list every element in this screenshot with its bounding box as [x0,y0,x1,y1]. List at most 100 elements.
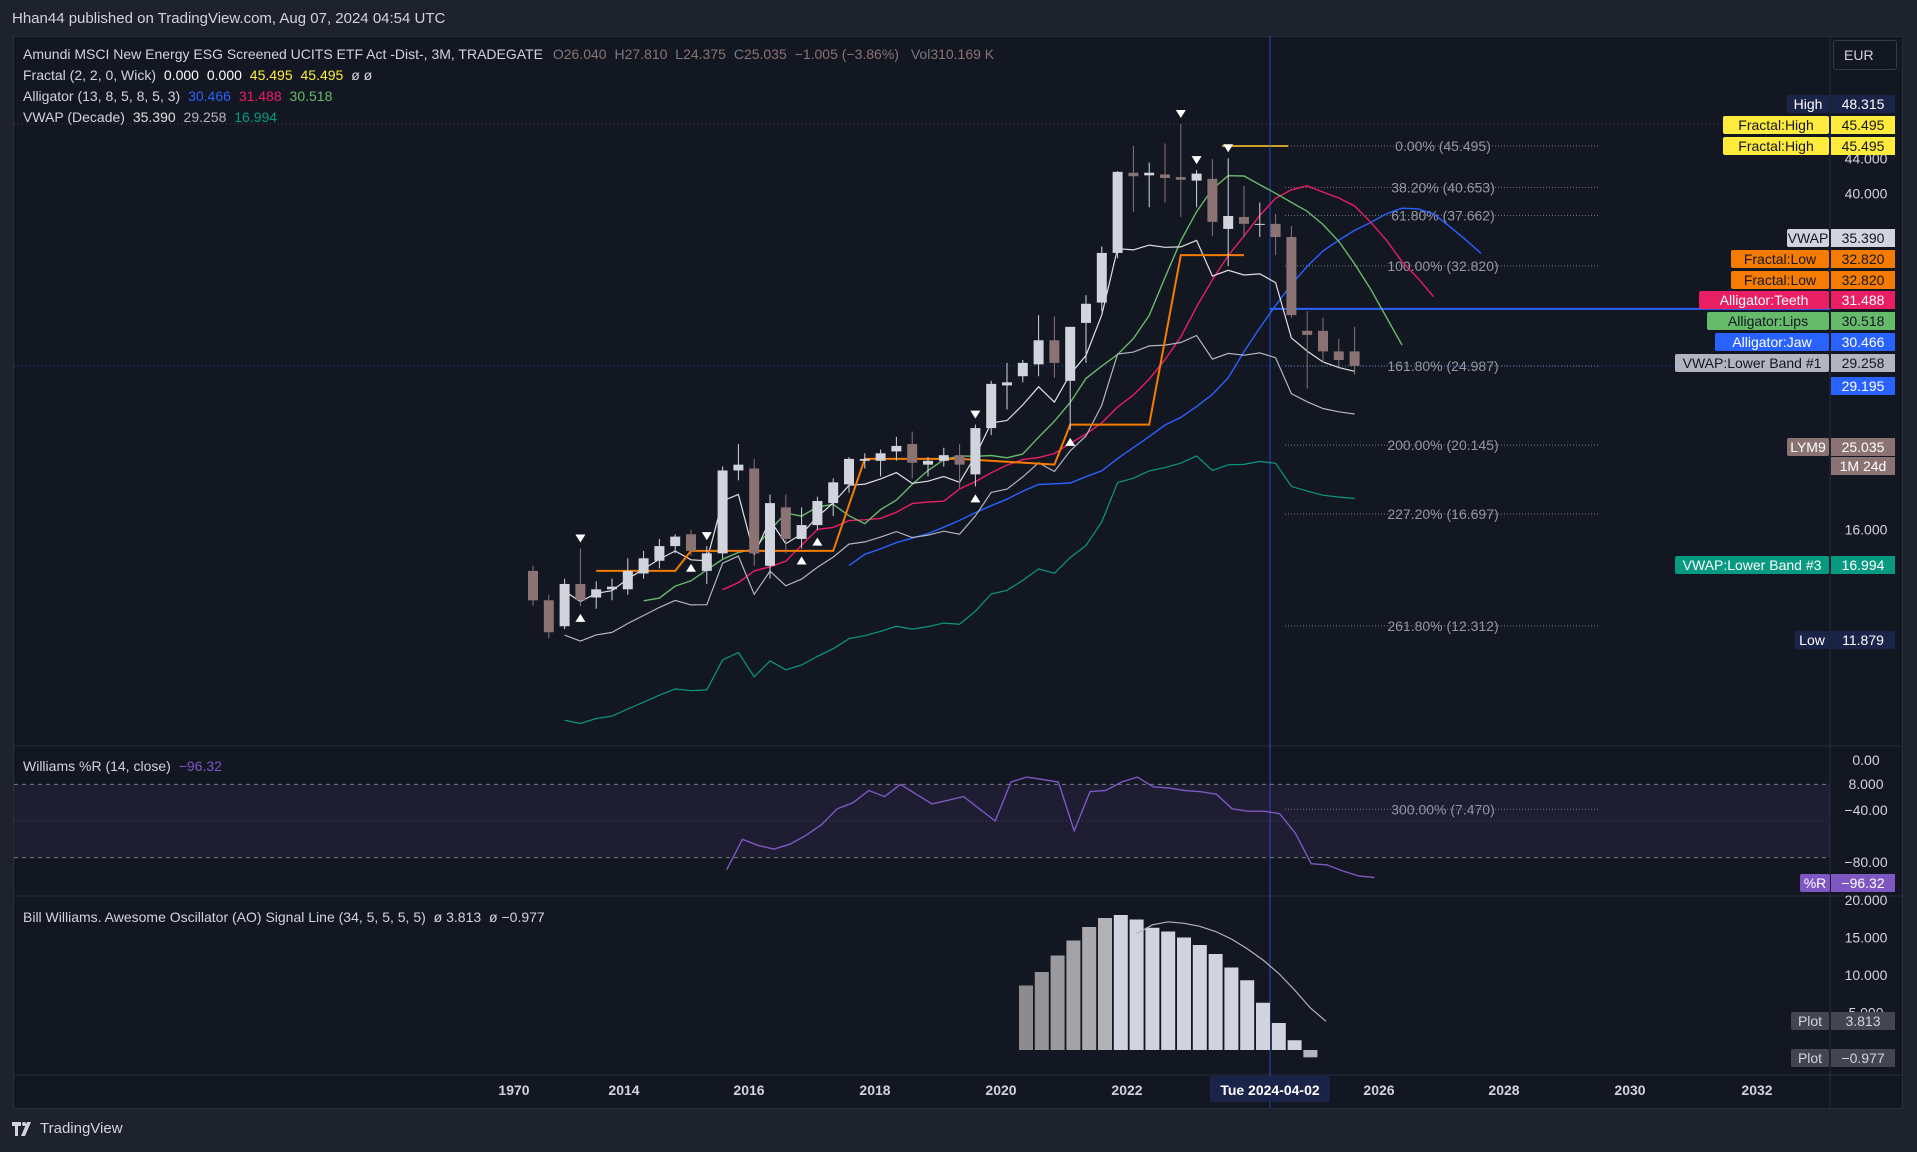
ao-bar [1066,940,1081,1050]
candle-body [1286,237,1297,316]
ohlc-o-label: O [552,46,564,62]
fractal-low-marker [686,563,696,572]
fractal-low-marker [796,556,807,565]
price-label-text: High [1794,96,1823,112]
price-label-text: Fractal:Low [1744,272,1817,288]
price-label-text: VWAP:Lower Band #1 [1683,355,1822,371]
price-label-value-bg [1831,137,1895,155]
alligator-teeth-value: 31.488 [238,88,282,104]
ao-bar [1256,1002,1270,1050]
alligator-name: Alligator (13, 8, 5, 8, 5, 3) [23,88,181,104]
candle-body [543,600,554,633]
time-tick: 2030 [1614,1082,1645,1098]
price-label-value-bg [1831,312,1895,330]
currency-button[interactable]: EUR [1833,40,1897,70]
tradingview-logo[interactable]: TradingView [12,1120,123,1137]
price-label-value: 45.495 [1842,138,1885,154]
ohlc-c: 25.035 [743,46,787,62]
candle-body [654,546,665,561]
crosshair-time-label: Tue 2024-04-02 [1220,1082,1320,1098]
fib-level-label: 300.00% (7.470) [1391,801,1495,817]
price-tick: 8.000 [1848,776,1883,792]
fractal-legend: Fractal (2, 2, 0, Wick) 0.000 0.000 45.4… [23,67,372,83]
price-label-value: 29.195 [1842,378,1885,394]
vwap-v1: 35.390 [132,109,176,125]
alligator-lips-value: 30.518 [289,88,333,104]
publish-info: Hhan44 published on TradingView.com, Aug… [12,10,446,27]
candle-body [528,570,538,601]
wr-tick: −80.00 [1844,854,1887,870]
vwap-line [564,239,1355,603]
candle-body [844,458,854,485]
price-label-text: Fractal:High [1738,138,1813,154]
candle-body [1318,330,1328,352]
price-label-tag [1675,354,1829,372]
price-label-tag [1731,250,1829,268]
brand-name: TradingView [40,1120,123,1137]
ao-label-text: Plot [1798,1013,1822,1029]
price-label-text: Fractal:Low [1744,251,1817,267]
vwap-v2: 29.258 [183,109,227,125]
price-label-value-bg [1831,116,1895,134]
candle-body [686,534,696,551]
wr-name: Williams %R (14, close) [23,758,171,774]
candle-body [1207,178,1218,222]
candle-body [1096,252,1107,303]
price-label-value: 30.466 [1842,334,1885,350]
fractal-low-marker [970,494,981,503]
fib-level-label: 261.80% (12.312) [1387,618,1498,634]
candle-body [938,455,949,461]
fractal-v1: 0.000 [163,67,199,83]
price-label-tag [1787,95,1829,113]
time-tick: 1970 [498,1082,529,1098]
candle-body [923,460,933,465]
price-label-value-bg [1831,333,1895,351]
price-label-value: 32.820 [1842,272,1885,288]
candle-body [828,482,839,504]
time-tick: 2032 [1741,1082,1772,1098]
price-label-tag [1675,556,1829,574]
wr-legend: Williams %R (14, close) −96.32 [23,758,222,774]
ao-v1: ø 3.813 [433,909,482,925]
price-label-text: Alligator:Jaw [1732,334,1812,350]
candle-body [1033,340,1044,365]
ao-bar [1161,931,1176,1050]
chart-frame[interactable] [13,36,1903,1109]
alligator-jaw-value: 30.466 [188,88,231,104]
price-label-tag [1707,312,1829,330]
ao-label-text: Plot [1798,1050,1822,1066]
price-label-tag [1787,438,1829,456]
candle-body [1112,171,1123,253]
candle-body [1302,330,1313,335]
wr-value: −96.32 [178,758,222,774]
candle-body [1017,362,1028,377]
alligator-jaw-line [848,207,1482,567]
ao-bar [1240,980,1255,1050]
candle-body [1160,174,1170,178]
fractal-high-marker [701,532,712,541]
time-tick: 2018 [859,1082,890,1098]
candle-body [1002,382,1012,386]
price-label-text: Fractal:High [1738,117,1813,133]
vol-value: 310.169 K [930,46,995,62]
fib-level-label: 200.00% (20.145) [1387,437,1498,453]
price-label-value: 35.390 [1842,230,1885,246]
price-label-value-bg [1831,354,1895,372]
fib-level-label: 227.20% (16.697) [1387,506,1498,522]
candle-body [1239,216,1249,224]
ohlc-change: −1.005 (−3.86%) [794,46,899,62]
ao-label-value-bg [1831,1049,1895,1067]
price-label-value: 32.820 [1842,251,1885,267]
price-label-value: 45.495 [1842,117,1885,133]
ohlc-h: 27.810 [624,46,668,62]
price-label-value-bg [1831,631,1895,649]
price-label-text: Alligator:Teeth [1720,292,1809,308]
fractal-high-marker [1175,110,1186,119]
price-label-value-bg [1831,271,1895,289]
price-label-value-bg [1831,438,1895,456]
wr-label-text: %R [1804,875,1827,891]
ohlc-l: 24.375 [683,46,726,62]
price-label-text: VWAP:Lower Band #3 [1683,557,1822,573]
price-tick: 16.000 [1845,522,1888,538]
